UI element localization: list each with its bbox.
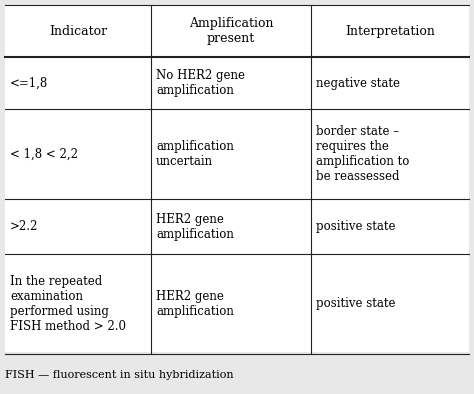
Text: amplification
uncertain: amplification uncertain (156, 140, 234, 168)
Text: positive state: positive state (316, 297, 396, 310)
Text: <=1,8: <=1,8 (10, 76, 48, 89)
Text: negative state: negative state (316, 76, 400, 89)
Text: < 1,8 < 2,2: < 1,8 < 2,2 (10, 147, 78, 160)
Text: HER2 gene
amplification: HER2 gene amplification (156, 212, 234, 240)
Text: FISH — fluorescent in situ hybridization: FISH — fluorescent in situ hybridization (5, 370, 234, 380)
Bar (5, 5, 469, 352)
Text: HER2 gene
amplification: HER2 gene amplification (156, 290, 234, 318)
Text: Amplification
present: Amplification present (189, 17, 273, 45)
Text: border state –
requires the
amplification to
be reassessed: border state – requires the amplificatio… (316, 125, 410, 183)
Text: Indicator: Indicator (49, 24, 107, 37)
Text: >2.2: >2.2 (10, 220, 38, 233)
Text: No HER2 gene
amplification: No HER2 gene amplification (156, 69, 245, 97)
Text: Interpretation: Interpretation (345, 24, 435, 37)
Text: In the repeated
examination
performed using
FISH method > 2.0: In the repeated examination performed us… (10, 275, 126, 333)
Text: positive state: positive state (316, 220, 396, 233)
